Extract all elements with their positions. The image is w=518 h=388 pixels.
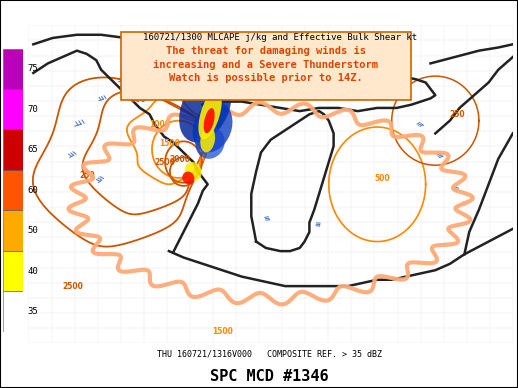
Text: The threat for damaging winds is
increasing and a Severe Thunderstorm
Watch is p: The threat for damaging winds is increas… bbox=[153, 47, 378, 83]
Ellipse shape bbox=[184, 162, 202, 181]
Ellipse shape bbox=[204, 108, 214, 133]
Bar bbox=[3, 130, 23, 170]
Bar bbox=[3, 251, 23, 291]
Text: 2500: 2500 bbox=[62, 282, 83, 291]
Bar bbox=[3, 210, 23, 251]
Text: 250: 250 bbox=[79, 171, 95, 180]
Ellipse shape bbox=[195, 127, 225, 159]
Text: 75: 75 bbox=[27, 64, 38, 73]
Text: 500: 500 bbox=[375, 174, 391, 183]
Text: 60: 60 bbox=[27, 185, 38, 195]
Ellipse shape bbox=[198, 89, 222, 139]
Ellipse shape bbox=[182, 171, 194, 184]
Text: 1500: 1500 bbox=[159, 139, 180, 148]
Text: 500: 500 bbox=[130, 95, 146, 104]
Bar bbox=[3, 48, 23, 89]
Ellipse shape bbox=[193, 102, 233, 152]
Text: SPC MCD #1346: SPC MCD #1346 bbox=[210, 369, 329, 384]
Text: 65: 65 bbox=[27, 145, 38, 154]
Text: 35: 35 bbox=[27, 307, 38, 316]
Ellipse shape bbox=[179, 74, 232, 142]
Ellipse shape bbox=[200, 127, 215, 152]
Bar bbox=[3, 170, 23, 210]
Bar bbox=[3, 291, 23, 332]
FancyBboxPatch shape bbox=[121, 31, 411, 100]
Text: 2500: 2500 bbox=[154, 158, 175, 167]
Text: 1500: 1500 bbox=[212, 327, 234, 336]
Text: 50: 50 bbox=[27, 226, 38, 235]
Text: 160721/1300 MLCAPE j/kg and Effective Bulk Shear kt: 160721/1300 MLCAPE j/kg and Effective Bu… bbox=[143, 33, 418, 42]
Text: 2000: 2000 bbox=[169, 155, 190, 164]
Text: 1000: 1000 bbox=[150, 120, 170, 129]
Text: 70: 70 bbox=[27, 105, 38, 114]
Text: THU 160721/1316V000   COMPOSITE REF. > 35 dBZ: THU 160721/1316V000 COMPOSITE REF. > 35 … bbox=[157, 349, 382, 359]
Text: 250: 250 bbox=[450, 111, 466, 120]
Text: 40: 40 bbox=[27, 267, 38, 275]
Bar bbox=[3, 89, 23, 130]
